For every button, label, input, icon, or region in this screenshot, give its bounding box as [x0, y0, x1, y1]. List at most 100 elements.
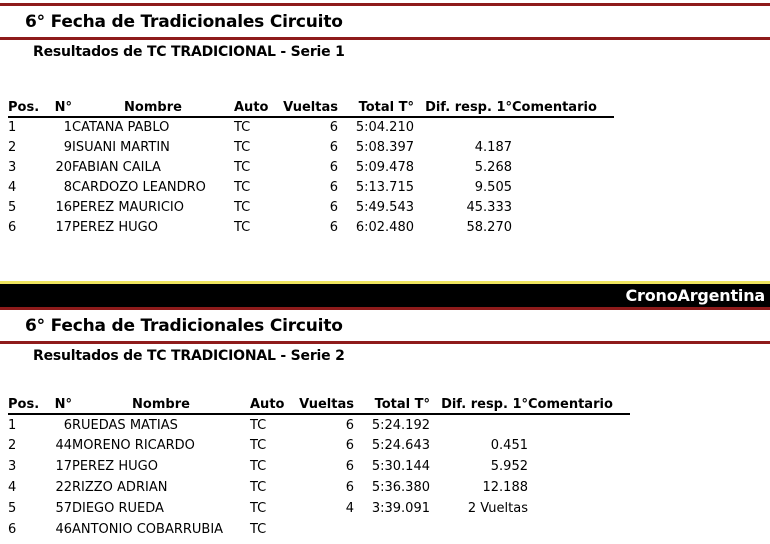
section-subtitle: Resultados de TC TRADICIONAL - Serie 1	[33, 44, 345, 60]
table-header-row: Pos. N° Nombre Auto Vueltas Total T° Dif. resp…	[8, 98, 614, 118]
column-header-pos: Pos.	[8, 98, 46, 118]
cell-nombre: RUEDAS MATIAS	[72, 417, 178, 433]
table-row: 5 16 PEREZ MAURICIO TC 6 5:49.543 45.333	[8, 197, 614, 217]
results-section-serie-2: 6° Fecha de Tradicionales Circuito Resul…	[0, 307, 770, 540]
cell-com	[512, 197, 614, 217]
cell-total: 5:36.380	[371, 480, 430, 495]
cell-vueltas: 6	[329, 199, 338, 215]
cell-dif: 9.505	[474, 179, 512, 195]
cell-pos: 5	[8, 501, 17, 516]
cell-com	[528, 435, 630, 456]
column-header-auto: Auto	[250, 395, 294, 415]
cell-nombre: CARDOZO LEANDRO	[72, 179, 206, 195]
cell-vueltas: 6	[329, 139, 338, 155]
column-header-num: N°	[46, 395, 72, 415]
cell-vueltas	[294, 519, 354, 540]
table-row: 1 6 RUEDAS MATIAS TC 6 5:24.192	[8, 414, 630, 435]
table-row: 6 17 PEREZ HUGO TC 6 6:02.480 58.270	[8, 217, 614, 237]
results-table-serie-1: Pos. N° Nombre Auto Vueltas Total T° Dif. resp…	[8, 98, 614, 237]
cell-pos: 1	[8, 417, 17, 433]
column-header-nombre: Nombre	[72, 98, 234, 118]
cell-auto: TC	[250, 438, 267, 453]
table-row: 2 44 MORENO RICARDO TC 6 5:24.643 0.451	[8, 435, 630, 456]
cell-num: 20	[55, 159, 72, 175]
brand-logo-text: CronoArgentina	[625, 286, 766, 305]
cell-total	[354, 519, 430, 540]
results-section-serie-1: 6° Fecha de Tradicionales Circuito Resul…	[0, 3, 770, 237]
cell-num: 17	[55, 459, 72, 474]
cell-com	[528, 456, 630, 477]
table-row: 1 1 CATANA PABLO TC 6 5:04.210	[8, 117, 614, 137]
column-header-vueltas: Vueltas	[294, 395, 354, 415]
cell-pos: 5	[8, 199, 17, 215]
cell-dif: 58.270	[466, 219, 513, 235]
column-header-dif: Dif. resp. 1°	[430, 395, 528, 415]
cell-pos: 3	[8, 459, 17, 474]
cell-vueltas: 6	[329, 219, 338, 235]
table-header-row: Pos. N° Nombre Auto Vueltas Total T° Dif. resp…	[8, 395, 630, 415]
cell-total: 5:49.543	[355, 199, 414, 215]
cell-nombre: PEREZ MAURICIO	[72, 199, 184, 215]
table-row: 4 8 CARDOZO LEANDRO TC 6 5:13.715 9.505	[8, 177, 614, 197]
cell-nombre: ISUANI MARTIN	[72, 139, 170, 155]
page-title: 6° Fecha de Tradicionales Circuito	[25, 12, 343, 32]
cell-total: 6:02.480	[355, 219, 414, 235]
cell-dif	[430, 519, 528, 540]
cell-num: 57	[55, 501, 72, 516]
cell-num: 22	[55, 480, 72, 495]
cell-nombre: PEREZ HUGO	[72, 459, 158, 474]
column-header-num: N°	[46, 98, 72, 118]
cell-total: 5:04.210	[355, 120, 414, 135]
results-table-serie-2: Pos. N° Nombre Auto Vueltas Total T° Dif. resp…	[8, 395, 630, 540]
cell-com	[528, 414, 630, 435]
cell-num: 8	[63, 179, 72, 195]
page-title: 6° Fecha de Tradicionales Circuito	[25, 316, 343, 336]
cell-total: 5:30.144	[371, 459, 430, 474]
cell-total: 5:24.192	[371, 417, 430, 433]
section-subtitle: Resultados de TC TRADICIONAL - Serie 2	[33, 348, 345, 364]
table-row: 5 57 DIEGO RUEDA TC 4 3:39.091 2 Vueltas	[8, 498, 630, 519]
cell-num: 17	[55, 219, 72, 235]
cell-nombre: CATANA PABLO	[72, 120, 170, 135]
cell-total: 5:13.715	[355, 179, 414, 195]
column-header-com: Comentario	[528, 395, 630, 415]
cell-dif	[430, 414, 528, 435]
cell-dif: 12.188	[482, 480, 529, 495]
cell-vueltas: 6	[329, 159, 338, 175]
cell-auto: TC	[234, 159, 251, 175]
cell-total: 5:24.643	[371, 438, 430, 453]
cell-nombre: DIEGO RUEDA	[72, 501, 164, 516]
cell-pos: 6	[8, 522, 17, 537]
table-row: 3 17 PEREZ HUGO TC 6 5:30.144 5.952	[8, 456, 630, 477]
cell-auto: TC	[234, 139, 251, 155]
maroon-divider	[0, 37, 770, 40]
column-header-total: Total T°	[354, 395, 430, 415]
column-header-pos: Pos.	[8, 395, 46, 415]
table-row: 4 22 RIZZO ADRIAN TC 6 5:36.380 12.188	[8, 477, 630, 498]
cell-nombre: RIZZO ADRIAN	[72, 480, 168, 495]
cell-num: 6	[63, 417, 72, 433]
cell-com	[528, 498, 630, 519]
cell-dif: 5.952	[490, 459, 528, 474]
cell-vueltas: 6	[345, 438, 354, 453]
column-header-dif: Dif. resp. 1°	[414, 98, 512, 118]
cell-num: 46	[55, 522, 72, 537]
maroon-divider	[0, 307, 770, 310]
cell-nombre: ANTONIO COBARRUBIA	[72, 522, 224, 537]
cell-dif: 4.187	[474, 139, 512, 155]
cell-pos: 6	[8, 219, 17, 235]
table-row: 3 20 FABIAN CAILA TC 6 5:09.478 5.268	[8, 157, 614, 177]
cell-com	[512, 217, 614, 237]
maroon-divider	[0, 3, 770, 6]
cell-auto: TC	[234, 219, 251, 235]
cell-auto: TC	[250, 522, 267, 537]
cell-dif: 0.451	[490, 438, 528, 453]
cell-com	[512, 177, 614, 197]
cell-pos: 4	[8, 480, 17, 495]
table-row: 6 46 ANTONIO COBARRUBIA TC	[8, 519, 630, 540]
cell-num: 1	[63, 120, 72, 135]
cell-num: 9	[63, 139, 72, 155]
brand-banner-block: CronoArgentina	[0, 281, 770, 307]
cell-dif: 2 Vueltas	[467, 501, 528, 516]
cell-auto: TC	[250, 480, 267, 495]
